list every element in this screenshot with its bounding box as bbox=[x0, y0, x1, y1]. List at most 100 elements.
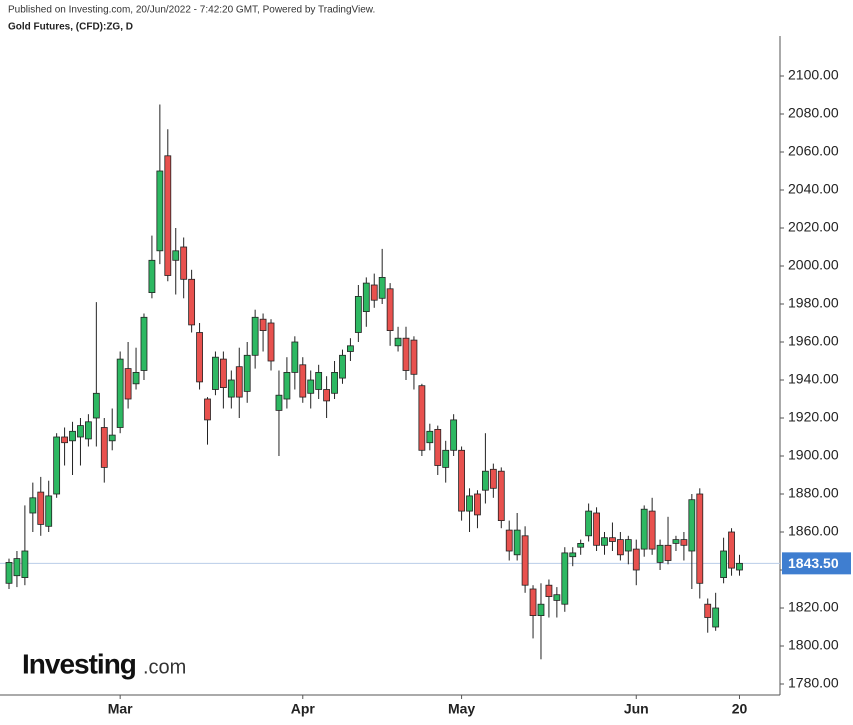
candle-body bbox=[196, 332, 203, 383]
candle-body bbox=[481, 470, 489, 491]
candle-body bbox=[553, 594, 561, 601]
candle-body bbox=[251, 316, 259, 356]
candle-body bbox=[148, 259, 156, 293]
candle-body bbox=[720, 550, 727, 579]
candle-body bbox=[616, 539, 624, 556]
candle-body bbox=[116, 358, 124, 428]
candle-body bbox=[712, 607, 720, 628]
candle-body bbox=[434, 428, 442, 466]
candle-body bbox=[513, 529, 521, 556]
candle-body bbox=[704, 603, 712, 618]
last-price-label: 1843.50 bbox=[788, 555, 839, 571]
candle-body bbox=[529, 588, 537, 617]
candle-body bbox=[227, 379, 235, 398]
candle-body bbox=[442, 449, 450, 468]
candle-body bbox=[609, 537, 616, 542]
candle-body bbox=[569, 552, 577, 558]
y-tick-label: 1920.00 bbox=[788, 409, 839, 425]
y-tick-label: 1900.00 bbox=[788, 447, 839, 463]
y-tick-label: 2060.00 bbox=[788, 143, 839, 159]
candle-body bbox=[339, 354, 346, 379]
candle-body bbox=[362, 282, 370, 313]
candle-body bbox=[347, 345, 354, 352]
header: Published on Investing.com, 20/Jun/2022 … bbox=[8, 5, 375, 16]
candle-body bbox=[386, 288, 394, 331]
candle-body bbox=[728, 531, 735, 569]
candle-body bbox=[283, 371, 291, 400]
y-tick-label: 2020.00 bbox=[788, 219, 839, 235]
candle-body bbox=[672, 539, 680, 544]
candle-body bbox=[521, 535, 529, 586]
candle-body bbox=[219, 358, 227, 389]
candle-body bbox=[204, 398, 211, 421]
last-price-box bbox=[782, 552, 851, 575]
candle-body bbox=[299, 364, 307, 398]
candle-body bbox=[188, 278, 196, 326]
x-tick-label: Apr bbox=[291, 701, 316, 717]
candle-body bbox=[180, 246, 188, 280]
candle-body bbox=[585, 510, 593, 537]
candle-body bbox=[354, 295, 362, 333]
candle-body bbox=[696, 493, 704, 584]
candle-body bbox=[593, 512, 600, 546]
candle-body bbox=[680, 539, 688, 546]
candle-body bbox=[275, 394, 283, 411]
y-tick-label: 1780.00 bbox=[788, 675, 839, 691]
x-tick-label: May bbox=[448, 701, 475, 717]
candle-body bbox=[243, 354, 251, 392]
candle-body bbox=[315, 371, 323, 390]
candle-body bbox=[291, 341, 299, 373]
candle-body bbox=[13, 558, 21, 577]
candle-body bbox=[124, 368, 132, 400]
candle-body bbox=[418, 385, 426, 451]
candle-body bbox=[426, 430, 434, 444]
candle-body bbox=[69, 430, 76, 442]
candle-body bbox=[45, 495, 53, 527]
logo-brand: Investing bbox=[22, 648, 136, 679]
plot-area bbox=[0, 104, 780, 660]
y-tick-label: 2000.00 bbox=[788, 257, 839, 273]
candle-body bbox=[259, 318, 267, 332]
candle-body bbox=[624, 539, 632, 552]
candle-body bbox=[21, 550, 29, 579]
y-tick-label: 2040.00 bbox=[788, 181, 839, 197]
candle-body bbox=[450, 419, 458, 451]
chart-title: Gold Futures, (CFD):ZG, D bbox=[8, 22, 133, 33]
candle-body bbox=[235, 366, 243, 398]
candle-body bbox=[561, 552, 569, 605]
candle-body bbox=[108, 434, 116, 442]
y-tick-label: 1960.00 bbox=[788, 333, 839, 349]
y-tick-label: 1820.00 bbox=[788, 599, 839, 615]
candle-body bbox=[410, 339, 418, 375]
logo-suffix: .com bbox=[143, 656, 186, 678]
x-tick-label: Mar bbox=[108, 701, 133, 717]
candle-body bbox=[577, 543, 585, 548]
candle-body bbox=[164, 155, 172, 276]
candle-body bbox=[307, 379, 315, 394]
candle-body bbox=[664, 544, 672, 561]
candle-body bbox=[61, 436, 68, 444]
candle-body bbox=[100, 427, 108, 468]
candle-body bbox=[85, 421, 92, 440]
candle-body bbox=[331, 371, 338, 394]
y-tick-label: 2100.00 bbox=[788, 67, 839, 83]
y-tick-label: 1980.00 bbox=[788, 295, 839, 311]
candle-body bbox=[640, 508, 648, 550]
candle-body bbox=[648, 510, 656, 550]
candle-body bbox=[466, 495, 473, 512]
candle-body bbox=[537, 603, 545, 617]
candle-body bbox=[172, 250, 180, 261]
candle-body bbox=[140, 316, 148, 371]
candle-body bbox=[489, 468, 497, 489]
candle-body bbox=[394, 337, 402, 347]
candle-body bbox=[656, 544, 664, 563]
candle-body bbox=[378, 276, 386, 299]
candle-body bbox=[5, 562, 13, 584]
y-tick-label: 1880.00 bbox=[788, 485, 839, 501]
candle-body bbox=[132, 371, 140, 385]
x-tick-label: 20 bbox=[732, 701, 748, 717]
candle-body bbox=[267, 322, 275, 362]
y-tick-label: 1800.00 bbox=[788, 637, 839, 653]
candle-body bbox=[212, 356, 219, 390]
